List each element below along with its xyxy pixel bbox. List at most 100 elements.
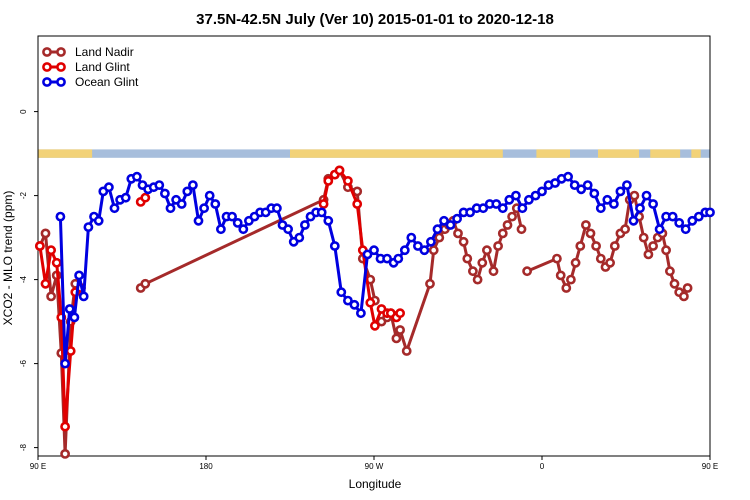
data-point: [609, 199, 619, 209]
data-point: [687, 215, 698, 226]
x-tick-label: 0: [540, 462, 545, 471]
data-point: [555, 270, 566, 281]
data-point: [589, 188, 600, 199]
data-point: [323, 175, 334, 186]
land-strip-segment: [691, 149, 701, 158]
data-point: [104, 182, 114, 193]
data-point: [569, 180, 580, 190]
data-point: [629, 190, 640, 201]
data-point: [628, 215, 639, 226]
data-point: [187, 180, 198, 190]
data-point: [635, 203, 645, 214]
data-point: [669, 278, 680, 289]
data-point: [131, 171, 142, 182]
legend-marker: [56, 77, 66, 87]
chart-title: 37.5N-42.5N July (Ver 10) 2015-01-01 to …: [196, 11, 554, 28]
data-point: [316, 207, 327, 218]
data-point: [425, 278, 435, 289]
data-point: [395, 308, 405, 319]
data-point: [165, 203, 176, 214]
data-point: [35, 241, 45, 251]
data-point: [369, 245, 379, 256]
data-point: [537, 186, 547, 197]
data-point: [51, 257, 62, 268]
data-point: [581, 220, 591, 230]
data-point: [210, 199, 221, 209]
data-point: [78, 291, 89, 302]
data-point: [661, 245, 671, 256]
data-point: [641, 190, 652, 201]
data-point: [638, 232, 649, 243]
data-point: [517, 203, 528, 214]
data-point: [595, 253, 606, 264]
data-point: [299, 220, 310, 230]
legend-marker: [56, 62, 66, 72]
data-point: [69, 312, 80, 323]
data-point: [64, 304, 75, 314]
data-point: [679, 291, 689, 302]
data-point: [140, 192, 151, 203]
x-tick-label: 90 W: [365, 462, 384, 471]
data-point: [46, 291, 56, 302]
data-point: [406, 232, 417, 243]
data-point: [605, 257, 615, 268]
data-point: [140, 278, 151, 289]
x-tick-label: 90 E: [702, 462, 718, 471]
data-point: [227, 211, 237, 222]
data-point: [504, 194, 515, 205]
data-point: [401, 346, 412, 356]
data-point: [576, 184, 587, 195]
data-point: [620, 224, 630, 235]
data-point: [491, 199, 502, 209]
data-point: [182, 186, 193, 197]
data-point: [74, 270, 84, 281]
legend-marker: [42, 77, 52, 87]
data-point: [434, 232, 445, 243]
data-point: [439, 215, 449, 226]
data-point: [563, 171, 573, 182]
data-point: [524, 194, 534, 205]
data-point: [238, 224, 249, 235]
data-point: [365, 297, 376, 308]
data-point: [674, 217, 685, 228]
data-point: [120, 192, 131, 203]
data-point: [395, 325, 405, 335]
data-point: [232, 217, 243, 228]
land-strip-segment: [290, 149, 503, 158]
data-point: [665, 266, 675, 277]
data-point: [412, 241, 423, 251]
land-strip-segment: [598, 149, 640, 158]
data-point: [458, 236, 469, 247]
legend-label: Land Glint: [75, 60, 130, 74]
data-point: [65, 346, 76, 356]
y-axis-title: XCO2 - MLO trend (ppm): [1, 191, 15, 326]
data-point: [215, 224, 226, 235]
data-point: [582, 180, 593, 190]
data-point: [478, 203, 489, 214]
data-point: [46, 245, 56, 256]
data-point: [467, 266, 478, 277]
data-point: [682, 283, 693, 293]
data-point: [497, 228, 508, 239]
legend-marker: [42, 62, 52, 72]
legend-marker: [56, 47, 66, 57]
data-point: [193, 215, 204, 226]
data-point: [591, 241, 601, 251]
plot-layer: 90 E 180 90 W 0 90 E 0 -2 -4 -6 -8: [19, 35, 718, 471]
data-point: [294, 232, 305, 243]
data-point: [83, 222, 94, 232]
data-point: [428, 245, 439, 256]
data-point: [462, 253, 473, 264]
data-point: [271, 203, 282, 214]
x-tick-label: 90 E: [30, 462, 46, 471]
y-tick-label: -6: [19, 359, 28, 367]
data-point: [352, 199, 363, 209]
data-point: [477, 257, 488, 268]
data-point: [93, 215, 104, 226]
data-point: [362, 249, 373, 260]
data-point: [399, 245, 410, 256]
data-point: [349, 299, 360, 310]
data-point: [575, 241, 586, 251]
